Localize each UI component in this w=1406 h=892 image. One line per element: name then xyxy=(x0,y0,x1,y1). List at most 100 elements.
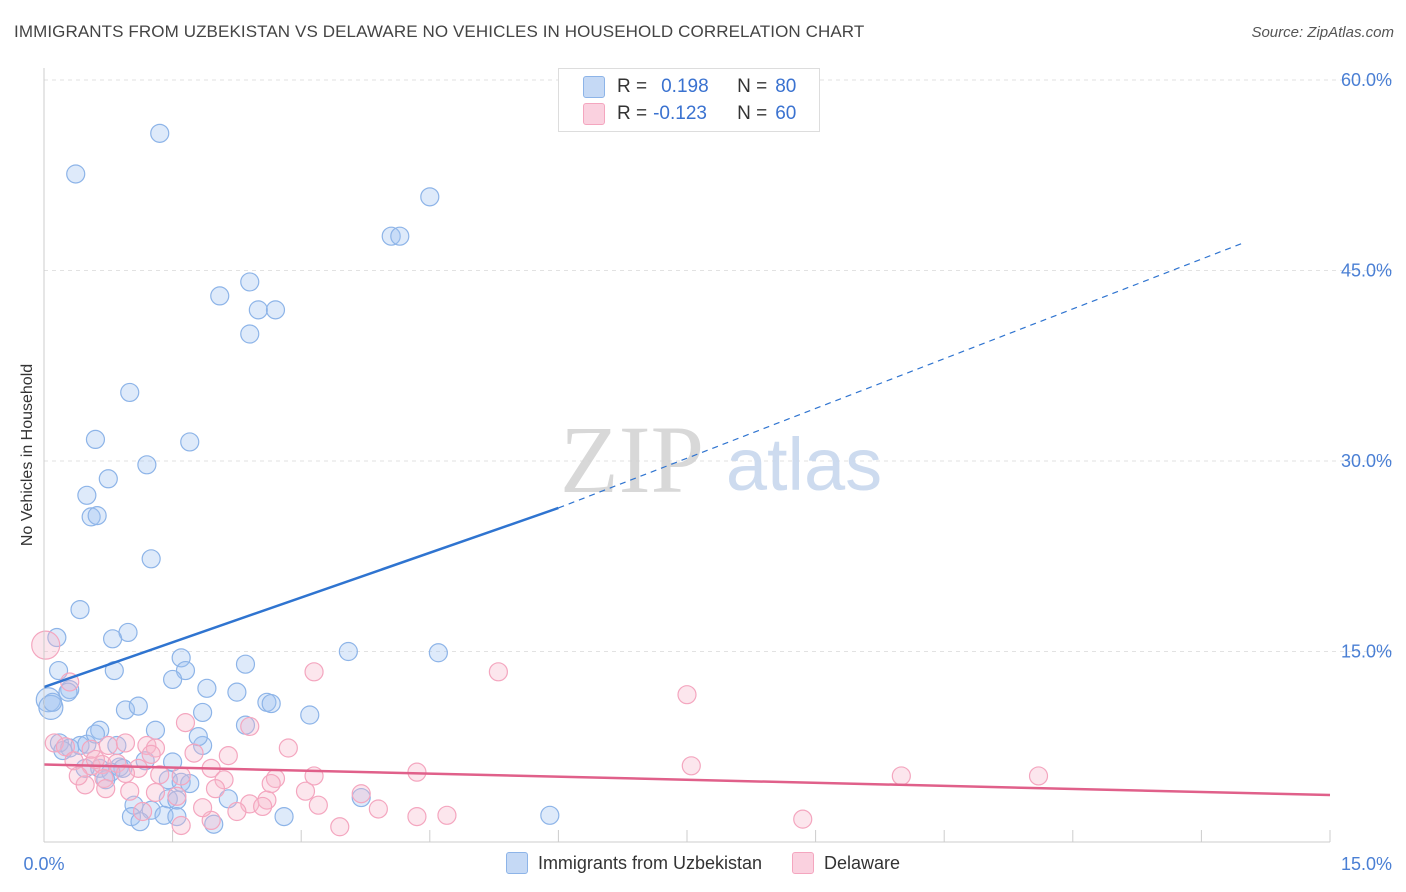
y-tick-label-1: 30.0% xyxy=(1341,451,1392,471)
legend-swatch-pink xyxy=(792,852,814,874)
r-value: -0.123 xyxy=(653,103,707,124)
legend-entry-uzbekistan[interactable]: Immigrants from Uzbekistan xyxy=(505,852,762,874)
y-tick-label-0: 15.0% xyxy=(1341,642,1392,662)
delaware-point xyxy=(44,733,64,753)
pink-swatch xyxy=(583,103,605,125)
delaware-point xyxy=(437,805,457,825)
legend-label-uzbekistan: Immigrants from Uzbekistan xyxy=(537,852,762,873)
delaware-point xyxy=(184,743,204,763)
uzbekistan-point xyxy=(42,692,63,712)
uzbekistan-point xyxy=(66,164,86,184)
uzbekistan-point xyxy=(38,694,64,720)
delaware-point xyxy=(128,758,148,778)
y-tick-label-2: 45.0% xyxy=(1341,261,1392,281)
uzbekistan-point xyxy=(300,705,320,725)
legend-entry-delaware[interactable]: Delaware xyxy=(792,852,900,874)
delaware-point xyxy=(278,738,298,758)
uzbekistan-trend-projection xyxy=(558,242,1245,509)
uzbekistan-point xyxy=(113,758,133,778)
uzbekistan-point xyxy=(193,702,213,723)
delaware-trend-line xyxy=(43,763,1331,797)
watermark-zip: ZIP xyxy=(560,406,704,513)
delaware-point xyxy=(407,806,427,827)
gridlines xyxy=(44,79,1392,652)
delaware-point xyxy=(141,744,161,764)
delaware-point xyxy=(227,801,247,822)
series-uzbekistan-points xyxy=(35,123,560,834)
r-label: R = xyxy=(617,76,648,97)
uzbekistan-point xyxy=(70,599,90,620)
r-label: R = xyxy=(617,103,648,124)
delaware-point xyxy=(31,630,61,660)
delaware-point xyxy=(193,798,213,818)
delaware-point xyxy=(171,766,191,786)
legend-swatch-blue xyxy=(505,852,528,874)
x-tick-label-1: 15.0% xyxy=(1341,854,1392,874)
n-label: N = xyxy=(737,76,768,97)
delaware-point xyxy=(793,809,813,829)
delaware-point xyxy=(488,662,508,682)
uzbekistan-point xyxy=(77,485,97,505)
delaware-point xyxy=(205,779,226,799)
delaware-point xyxy=(677,685,697,705)
uzbekistan-point xyxy=(128,696,148,716)
delaware-point xyxy=(681,756,701,776)
uzbekistan-point xyxy=(137,455,157,475)
uzbekistan-point xyxy=(115,700,136,720)
delaware-point xyxy=(132,801,153,822)
uzbekistan-point xyxy=(274,806,294,827)
watermark-atlas: atlas xyxy=(726,423,882,506)
uzbekistan-point xyxy=(197,678,217,698)
delaware-point xyxy=(304,662,324,682)
uzbekistan-point xyxy=(85,724,106,744)
delaware-point xyxy=(351,784,371,804)
legend-label-delaware: Delaware xyxy=(824,852,901,873)
x-tick-label-0: 0.0% xyxy=(23,854,64,874)
uzbekistan-point xyxy=(248,300,268,320)
delaware-point xyxy=(240,716,260,737)
n-value: 80 xyxy=(775,76,797,97)
delaware-point xyxy=(115,763,136,784)
delaware-point xyxy=(167,786,187,806)
uzbekistan-point xyxy=(235,654,256,674)
bottom-legend: Immigrants from Uzbekistan Delaware xyxy=(0,852,1406,874)
tick-labels: 15.0% 30.0% 45.0% 60.0% 0.0% 15.0% xyxy=(23,70,1392,874)
uzbekistan-point xyxy=(167,806,187,827)
stats-row-delaware: R = -0.123 N = 60 xyxy=(583,101,796,127)
source-label: Source: ZipAtlas.com xyxy=(1251,24,1394,41)
delaware-point xyxy=(68,766,88,786)
uzbekistan-point xyxy=(338,641,358,662)
delaware-point xyxy=(891,766,911,786)
blue-swatch xyxy=(583,76,605,98)
delaware-point xyxy=(218,746,238,766)
y-tick-label-3: 60.0% xyxy=(1341,70,1392,90)
uzbekistan-point xyxy=(163,669,183,690)
delaware-point xyxy=(330,817,350,837)
uzbekistan-point xyxy=(120,382,140,403)
delaware-point xyxy=(96,779,116,799)
uzbekistan-point xyxy=(188,726,208,747)
uzbekistan-point xyxy=(171,648,191,668)
stats-row-uzbekistan: R = 0.198 N = 80 xyxy=(583,74,796,100)
uzbekistan-point xyxy=(420,187,440,207)
chart-title: IMMIGRANTS FROM UZBEKISTAN VS DELAWARE N… xyxy=(14,22,865,41)
uzbekistan-point xyxy=(390,226,410,246)
uzbekistan-point xyxy=(227,682,247,702)
delaware-point xyxy=(150,765,170,785)
uzbekistan-point xyxy=(428,643,448,663)
uzbekistan-point xyxy=(240,272,260,292)
uzbekistan-point xyxy=(261,693,281,714)
delaware-point xyxy=(308,795,328,815)
delaware-point xyxy=(98,735,118,756)
uzbekistan-point xyxy=(180,432,200,452)
uzbekistan-point xyxy=(150,123,170,143)
uzbekistan-point xyxy=(98,469,118,489)
uzbekistan-point xyxy=(141,549,161,569)
uzbekistan-point xyxy=(210,286,230,306)
axes xyxy=(43,68,1331,843)
uzbekistan-point xyxy=(48,660,69,681)
uzbekistan-point xyxy=(81,507,101,527)
delaware-point xyxy=(120,781,140,801)
uzbekistan-trend-line xyxy=(43,506,559,689)
